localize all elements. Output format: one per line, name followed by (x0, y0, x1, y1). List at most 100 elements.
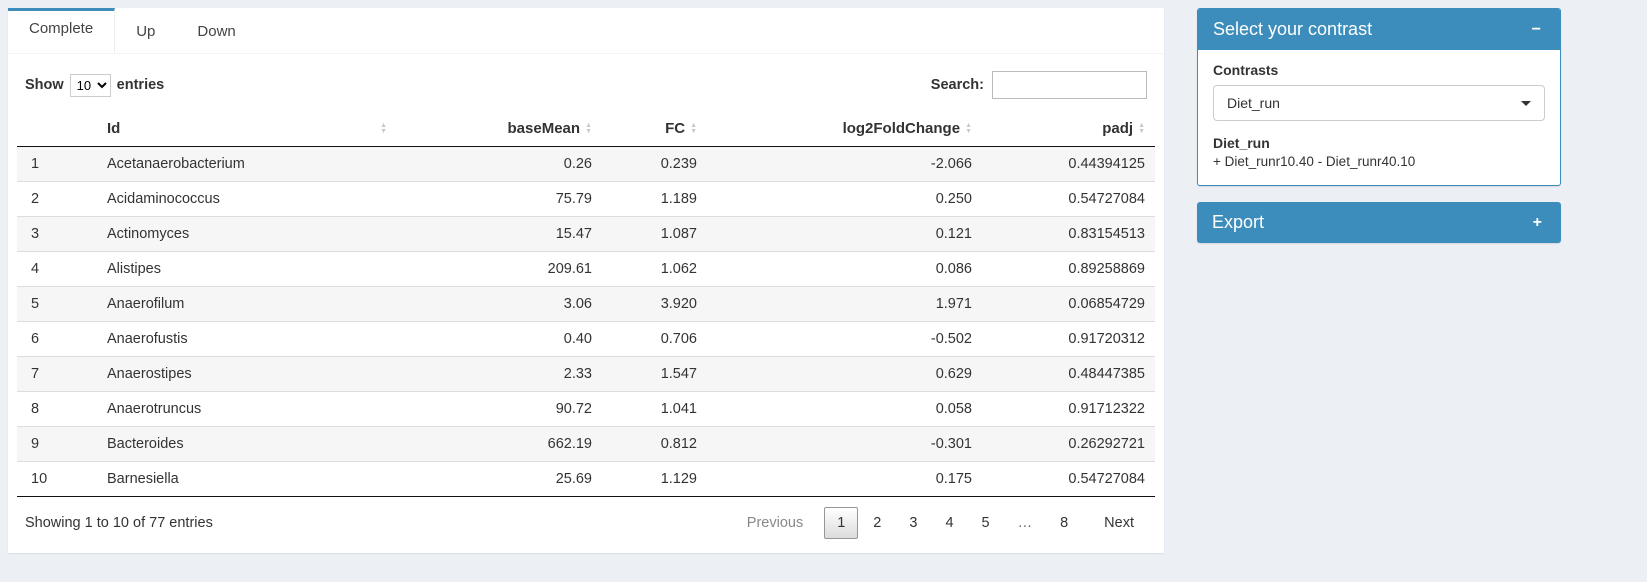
expand-icon[interactable]: + (1529, 213, 1546, 233)
pagination-pages: 1 2 3 4 5 … 8 (822, 507, 1081, 539)
value-cell: 25.69 (397, 461, 602, 497)
header-id[interactable]: Id ▲ ▼ (97, 111, 397, 147)
row-index-cell: 5 (17, 286, 97, 322)
table-row[interactable]: 4 Alistipes 209.61 1.062 0.086 0.89258869 (17, 251, 1155, 287)
table-row[interactable]: 5 Anaerofilum 3.06 3.920 1.971 0.06854729 (17, 286, 1155, 322)
row-index-cell: 3 (17, 216, 97, 252)
value-cell: 0.26292721 (982, 426, 1155, 462)
right-column: Select your contrast − Contrasts Diet_ru… (1197, 8, 1561, 259)
id-cell: Acetanaerobacterium (107, 156, 245, 172)
tab-bar: Complete Up Down (8, 8, 1164, 54)
header-log2foldchange-label: log2FoldChange (842, 120, 961, 137)
pagination-page-8[interactable]: 8 (1060, 515, 1069, 531)
header-log2foldchange[interactable]: log2FoldChange ▲ ▼ (707, 111, 982, 147)
value-cell: 2.33 (397, 356, 602, 392)
header-basemean[interactable]: baseMean ▲ ▼ (397, 111, 602, 147)
table-body: 1 Acetanaerobacterium 0.26 0.239 -2.066 0.443… (17, 146, 1155, 497)
value-cell: 0.91720312 (982, 321, 1155, 357)
search-control: Search: (931, 71, 1147, 99)
row-index-cell: 9 (17, 426, 97, 462)
table-controls: Show 10 entries Search: (25, 71, 1147, 99)
value-cell: 1.971 (707, 286, 982, 322)
contrast-box-header: Select your contrast − (1198, 9, 1560, 50)
value-cell: 0.48447385 (982, 356, 1155, 392)
pagination-page-5[interactable]: 5 (981, 515, 990, 531)
table-footer: Showing 1 to 10 of 77 entries Previous 1… (25, 507, 1147, 539)
value-cell: 0.058 (707, 391, 982, 427)
pagination-page-4[interactable]: 4 (945, 515, 954, 531)
value-cell: -0.301 (707, 426, 982, 462)
header-fc-label: FC (665, 120, 686, 137)
table-row[interactable]: 9 Bacteroides 662.19 0.812 -0.301 0.26292721 (17, 426, 1155, 462)
value-cell: 1.041 (602, 391, 707, 427)
value-cell: 0.54727084 (982, 461, 1155, 497)
tab-complete[interactable]: Complete (8, 8, 116, 53)
contrast-detail: Diet_run + Diet_runr10.40 - Diet_runr40.… (1213, 135, 1545, 169)
tab-up[interactable]: Up (136, 23, 156, 40)
row-index-cell: 2 (17, 181, 97, 217)
pagination-next[interactable]: Next (1104, 515, 1134, 531)
export-box-header[interactable]: Export + (1197, 202, 1561, 243)
header-padj[interactable]: padj ▲ ▼ (982, 111, 1155, 147)
contrast-detail-name: Diet_run (1213, 135, 1270, 151)
sort-icon: ▲ ▼ (690, 121, 697, 135)
id-cell: Anaerotruncus (97, 391, 397, 427)
table-row[interactable]: 3 Actinomyces 15.47 1.087 0.121 0.83154513 (17, 216, 1155, 252)
value-cell: 0.706 (602, 321, 707, 357)
contrasts-select[interactable]: Diet_run (1213, 85, 1545, 121)
pagination-page-1[interactable]: 1 (824, 507, 859, 539)
id-cell: Bacteroides (97, 426, 397, 462)
collapse-icon[interactable]: − (1528, 20, 1545, 40)
value-cell: 0.40 (397, 321, 602, 357)
value-cell: 90.72 (397, 391, 602, 427)
results-table: Id ▲ ▼ baseMean ▲ ▼ FC (17, 111, 1155, 497)
page-layout: Complete Up Down Show 10 entries Search: (8, 8, 1561, 553)
id-cell: Barnesiella (97, 461, 397, 497)
value-cell: 0.086 (707, 251, 982, 287)
row-index-cell: 6 (17, 321, 97, 357)
contrast-box-body: Contrasts Diet_run Diet_run + Diet_runr1… (1198, 50, 1560, 185)
id-cell: Anaerofilum (97, 286, 397, 322)
pagination-page-3[interactable]: 3 (909, 515, 918, 531)
value-cell: 75.79 (397, 181, 602, 217)
table-row[interactable]: 10 Barnesiella 25.69 1.129 0.175 0.54727084 (17, 461, 1155, 497)
row-index-cell: 10 (17, 461, 97, 497)
id-cell: Actinomyces (97, 216, 397, 252)
tab-down[interactable]: Down (197, 23, 236, 40)
pagination: Previous 1 2 3 4 5 … 8 Next (732, 507, 1147, 539)
export-box-title: Export (1212, 212, 1265, 232)
results-card: Complete Up Down Show 10 entries Search: (8, 8, 1164, 553)
value-cell: -2.066 (930, 156, 972, 172)
value-cell: 0.06854729 (982, 286, 1155, 322)
header-fc[interactable]: FC ▲ ▼ (602, 111, 707, 147)
table-row[interactable]: 7 Anaerostipes 2.33 1.547 0.629 0.48447385 (17, 356, 1155, 392)
header-padj-label: padj (1102, 120, 1134, 137)
value-cell: 0.239 (660, 156, 697, 172)
table-row[interactable]: 6 Anaerofustis 0.40 0.706 -0.502 0.91720312 (17, 321, 1155, 357)
table-row[interactable]: 2 Acidaminococcus 75.79 1.189 0.250 0.5472708… (17, 181, 1155, 217)
sort-icon: ▲ ▼ (380, 121, 387, 135)
header-basemean-label: baseMean (507, 120, 581, 137)
contrasts-select-value: Diet_run (1227, 95, 1280, 111)
pagination-page-2[interactable]: 2 (873, 515, 882, 531)
value-cell: -0.502 (707, 321, 982, 357)
value-cell: 662.19 (397, 426, 602, 462)
search-input[interactable] (992, 71, 1147, 99)
table-header-row: Id ▲ ▼ baseMean ▲ ▼ FC (17, 111, 1155, 147)
sort-icon: ▲ ▼ (585, 121, 592, 135)
table-info: Showing 1 to 10 of 77 entries (25, 515, 213, 531)
value-cell: 0.250 (707, 181, 982, 217)
pagination-previous[interactable]: Previous (746, 515, 804, 531)
entries-label: entries (116, 77, 165, 93)
page-length-select[interactable]: 10 (69, 73, 111, 97)
value-cell: 0.83154513 (982, 216, 1155, 252)
pagination-ellipsis: … (1017, 515, 1033, 531)
search-label: Search: (930, 77, 984, 93)
value-cell: 0.629 (707, 356, 982, 392)
id-cell: Alistipes (97, 251, 397, 287)
value-cell: 3.06 (397, 286, 602, 322)
table-row[interactable]: 1 Acetanaerobacterium 0.26 0.239 -2.066 0.443… (17, 146, 1155, 182)
table-row[interactable]: 8 Anaerotruncus 90.72 1.041 0.058 0.91712322 (17, 391, 1155, 427)
id-cell: Acidaminococcus (97, 181, 397, 217)
value-cell: 1.129 (602, 461, 707, 497)
